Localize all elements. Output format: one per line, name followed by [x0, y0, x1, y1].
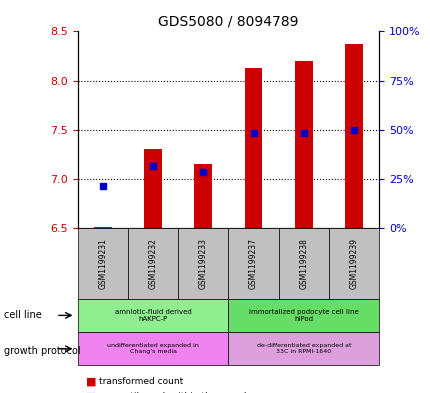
Bar — [295, 61, 312, 228]
Text: GSM1199237: GSM1199237 — [249, 238, 258, 289]
Text: GSM1199231: GSM1199231 — [98, 238, 107, 289]
Text: GSM1199238: GSM1199238 — [299, 238, 307, 289]
Text: ■: ■ — [86, 376, 96, 386]
Bar — [244, 68, 262, 228]
Text: amniotic-fluid derived
hAKPC-P: amniotic-fluid derived hAKPC-P — [114, 309, 191, 322]
Bar — [194, 164, 212, 228]
Bar — [144, 149, 161, 228]
Text: transformed count: transformed count — [99, 377, 183, 386]
Text: GSM1199232: GSM1199232 — [148, 238, 157, 289]
Title: GDS5080 / 8094789: GDS5080 / 8094789 — [158, 15, 298, 29]
Text: cell line: cell line — [4, 310, 42, 320]
Bar — [344, 44, 362, 228]
Bar — [94, 227, 111, 228]
Text: GSM1199233: GSM1199233 — [198, 238, 207, 289]
Text: de-differentiated expanded at
33C in RPMI-1640: de-differentiated expanded at 33C in RPM… — [256, 343, 350, 354]
Text: growth protocol: growth protocol — [4, 346, 81, 356]
Text: undifferentiated expanded in
Chang's media: undifferentiated expanded in Chang's med… — [107, 343, 198, 354]
Text: GSM1199239: GSM1199239 — [349, 238, 358, 289]
Text: immortalized podocyte cell line
hIPod: immortalized podocyte cell line hIPod — [249, 309, 358, 322]
Text: ■: ■ — [86, 392, 96, 393]
